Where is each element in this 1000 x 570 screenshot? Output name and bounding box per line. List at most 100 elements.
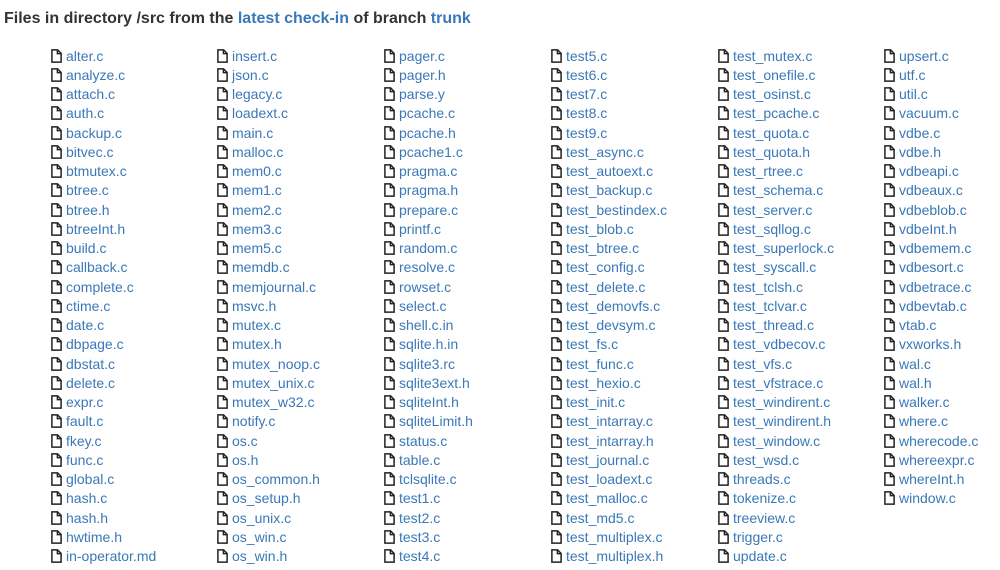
file-link[interactable]: analyze.c bbox=[66, 66, 126, 83]
file-link[interactable]: test_func.c bbox=[566, 355, 634, 372]
file-link[interactable]: in-operator.md bbox=[66, 548, 157, 565]
file-link[interactable]: dbpage.c bbox=[66, 336, 124, 353]
file-link[interactable]: table.c bbox=[399, 451, 441, 468]
file-link[interactable]: test3.c bbox=[399, 528, 441, 545]
file-link[interactable]: test_malloc.c bbox=[566, 490, 648, 507]
file-link[interactable]: vdbemem.c bbox=[899, 240, 972, 257]
file-link[interactable]: wal.h bbox=[899, 374, 932, 391]
file-link[interactable]: memjournal.c bbox=[232, 278, 317, 295]
file-link[interactable]: printf.c bbox=[399, 220, 442, 237]
file-link[interactable]: vtab.c bbox=[899, 317, 937, 334]
file-link[interactable]: test_pcache.c bbox=[733, 105, 820, 122]
file-link[interactable]: test_async.c bbox=[566, 143, 644, 160]
file-link[interactable]: callback.c bbox=[66, 259, 128, 276]
file-link[interactable]: vacuum.c bbox=[899, 105, 959, 122]
file-link[interactable]: tclsqlite.c bbox=[399, 471, 457, 488]
file-link[interactable]: hwtime.h bbox=[66, 528, 123, 545]
file-link[interactable]: test_server.c bbox=[733, 201, 813, 218]
file-link[interactable]: test_rtree.c bbox=[733, 163, 804, 180]
file-link[interactable]: func.c bbox=[66, 451, 104, 468]
file-link[interactable]: test_quota.h bbox=[733, 143, 811, 160]
file-link[interactable]: backup.c bbox=[66, 124, 123, 141]
file-link[interactable]: test_vdbecov.c bbox=[733, 336, 826, 353]
file-link[interactable]: os_common.h bbox=[232, 471, 320, 488]
latest-checkin-link[interactable]: latest check-in bbox=[237, 10, 349, 27]
file-link[interactable]: test_onefile.c bbox=[733, 66, 816, 83]
file-link[interactable]: test_hexio.c bbox=[566, 374, 641, 391]
file-link[interactable]: test_mutex.c bbox=[733, 47, 813, 64]
file-link[interactable]: test_delete.c bbox=[566, 278, 646, 295]
file-link[interactable]: pragma.h bbox=[399, 182, 459, 199]
file-link[interactable]: test_multiplex.h bbox=[566, 548, 664, 565]
file-link[interactable]: expr.c bbox=[66, 394, 104, 411]
file-link[interactable]: test_vfstrace.c bbox=[733, 374, 824, 391]
file-link[interactable]: test6.c bbox=[566, 66, 608, 83]
file-link[interactable]: test_loadext.c bbox=[566, 471, 653, 488]
file-link[interactable]: mutex_w32.c bbox=[232, 394, 315, 411]
file-link[interactable]: test_autoext.c bbox=[566, 163, 654, 180]
file-link[interactable]: test_tclsh.c bbox=[733, 278, 804, 295]
file-link[interactable]: btmutex.c bbox=[66, 163, 127, 180]
file-link[interactable]: mem0.c bbox=[232, 163, 282, 180]
file-link[interactable]: insert.c bbox=[232, 47, 278, 64]
file-link[interactable]: mutex.c bbox=[232, 317, 282, 334]
file-link[interactable]: sqliteInt.h bbox=[399, 394, 459, 411]
file-link[interactable]: test_blob.c bbox=[566, 220, 634, 237]
file-link[interactable]: wal.c bbox=[899, 355, 931, 372]
file-link[interactable]: test8.c bbox=[566, 105, 608, 122]
file-link[interactable]: test_thread.c bbox=[733, 317, 814, 334]
file-link[interactable]: mem1.c bbox=[232, 182, 282, 199]
file-link[interactable]: test_init.c bbox=[566, 394, 626, 411]
file-link[interactable]: vdbeblob.c bbox=[899, 201, 967, 218]
file-link[interactable]: test_sqllog.c bbox=[733, 220, 811, 237]
file-link[interactable]: complete.c bbox=[66, 278, 134, 295]
file-link[interactable]: shell.c.in bbox=[399, 317, 454, 334]
file-link[interactable]: vdbe.c bbox=[899, 124, 941, 141]
file-link[interactable]: mem5.c bbox=[232, 240, 282, 257]
file-link[interactable]: memdb.c bbox=[232, 259, 290, 276]
file-link[interactable]: loadext.c bbox=[232, 105, 289, 122]
file-link[interactable]: build.c bbox=[66, 240, 107, 257]
file-link[interactable]: hash.h bbox=[66, 509, 109, 526]
file-link[interactable]: test_vfs.c bbox=[733, 355, 793, 372]
file-link[interactable]: test_syscall.c bbox=[733, 259, 817, 276]
file-link[interactable]: fault.c bbox=[66, 413, 104, 430]
file-link[interactable]: test_multiplex.c bbox=[566, 528, 663, 545]
file-link[interactable]: pcache1.c bbox=[399, 143, 463, 160]
file-link[interactable]: os_unix.c bbox=[232, 509, 292, 526]
file-link[interactable]: sqlite3.rc bbox=[399, 355, 456, 372]
file-link[interactable]: ctime.c bbox=[66, 297, 111, 314]
file-link[interactable]: os.c bbox=[232, 432, 258, 449]
file-link[interactable]: rowset.c bbox=[399, 278, 452, 295]
file-link[interactable]: fkey.c bbox=[66, 432, 102, 449]
file-link[interactable]: test_windirent.h bbox=[733, 413, 832, 430]
file-link[interactable]: test_devsym.c bbox=[566, 317, 656, 334]
file-link[interactable]: test_osinst.c bbox=[733, 86, 811, 103]
file-link[interactable]: test_windirent.c bbox=[733, 394, 831, 411]
file-link[interactable]: test_demovfs.c bbox=[566, 297, 661, 314]
branch-trunk-link[interactable]: trunk bbox=[430, 10, 471, 27]
file-link[interactable]: vxworks.h bbox=[899, 336, 962, 353]
file-link[interactable]: pcache.c bbox=[399, 105, 456, 122]
file-link[interactable]: trigger.c bbox=[733, 528, 783, 545]
file-link[interactable]: whereexpr.c bbox=[899, 451, 975, 468]
file-link[interactable]: date.c bbox=[66, 317, 105, 334]
file-link[interactable]: btreeInt.h bbox=[66, 220, 126, 237]
file-link[interactable]: test_md5.c bbox=[566, 509, 635, 526]
file-link[interactable]: alter.c bbox=[66, 47, 104, 64]
file-link[interactable]: threads.c bbox=[733, 471, 791, 488]
file-link[interactable]: resolve.c bbox=[399, 259, 456, 276]
file-link[interactable]: test_quota.c bbox=[733, 124, 810, 141]
file-link[interactable]: msvc.h bbox=[232, 297, 277, 314]
file-link[interactable]: test9.c bbox=[566, 124, 608, 141]
file-link[interactable]: test1.c bbox=[399, 490, 441, 507]
file-link[interactable]: test_btree.c bbox=[566, 240, 640, 257]
file-link[interactable]: test_backup.c bbox=[566, 182, 653, 199]
file-link[interactable]: test_intarray.h bbox=[566, 432, 654, 449]
file-link[interactable]: update.c bbox=[733, 548, 787, 565]
file-link[interactable]: vdbetrace.c bbox=[899, 278, 972, 295]
file-link[interactable]: select.c bbox=[399, 297, 447, 314]
file-link[interactable]: test_schema.c bbox=[733, 182, 824, 199]
file-link[interactable]: mem3.c bbox=[232, 220, 282, 237]
file-link[interactable]: bitvec.c bbox=[66, 143, 114, 160]
